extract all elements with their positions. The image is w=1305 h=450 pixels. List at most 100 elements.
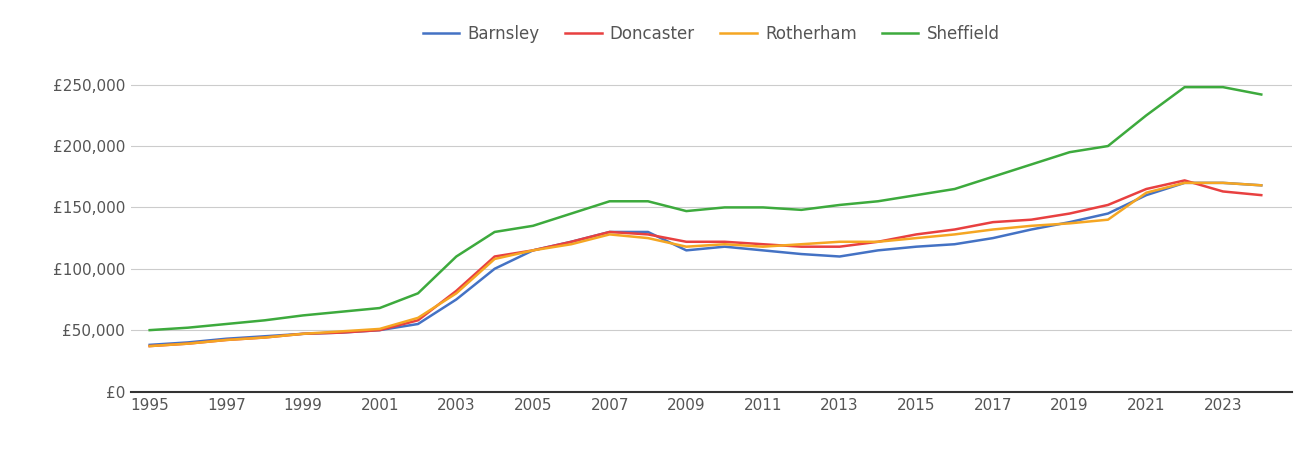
Sheffield bbox=[831, 202, 847, 207]
Sheffield bbox=[756, 205, 771, 210]
Sheffield bbox=[372, 306, 388, 311]
Barnsley bbox=[295, 331, 311, 337]
Barnsley bbox=[602, 229, 617, 234]
Sheffield bbox=[334, 309, 350, 315]
Rotherham bbox=[793, 242, 809, 247]
Rotherham bbox=[372, 326, 388, 332]
Rotherham bbox=[716, 242, 732, 247]
Doncaster bbox=[831, 244, 847, 249]
Doncaster bbox=[870, 239, 886, 244]
Rotherham bbox=[410, 315, 425, 320]
Barnsley bbox=[142, 342, 158, 347]
Doncaster bbox=[1254, 193, 1270, 198]
Doncaster bbox=[218, 337, 234, 342]
Barnsley bbox=[449, 297, 465, 302]
Barnsley bbox=[1100, 211, 1116, 216]
Rotherham bbox=[1023, 223, 1039, 229]
Doncaster bbox=[525, 248, 540, 253]
Sheffield bbox=[1254, 92, 1270, 97]
Rotherham bbox=[180, 341, 196, 346]
Doncaster bbox=[679, 239, 694, 244]
Line: Doncaster: Doncaster bbox=[150, 180, 1262, 346]
Barnsley bbox=[218, 336, 234, 342]
Barnsley bbox=[908, 244, 924, 249]
Barnsley bbox=[410, 321, 425, 327]
Sheffield bbox=[142, 328, 158, 333]
Sheffield bbox=[1100, 144, 1116, 149]
Doncaster bbox=[1062, 211, 1078, 216]
Barnsley bbox=[756, 248, 771, 253]
Doncaster bbox=[1215, 189, 1231, 194]
Sheffield bbox=[870, 198, 886, 204]
Rotherham bbox=[1138, 190, 1154, 195]
Sheffield bbox=[1215, 85, 1231, 90]
Sheffield bbox=[218, 321, 234, 327]
Sheffield bbox=[947, 186, 963, 192]
Rotherham bbox=[908, 235, 924, 241]
Doncaster bbox=[985, 220, 1001, 225]
Barnsley bbox=[1254, 183, 1270, 188]
Rotherham bbox=[142, 343, 158, 349]
Sheffield bbox=[1023, 162, 1039, 167]
Sheffield bbox=[602, 198, 617, 204]
Barnsley bbox=[487, 266, 502, 271]
Sheffield bbox=[257, 318, 273, 323]
Barnsley bbox=[716, 244, 732, 249]
Rotherham bbox=[641, 235, 656, 241]
Sheffield bbox=[180, 325, 196, 330]
Barnsley bbox=[525, 248, 540, 253]
Rotherham bbox=[487, 256, 502, 261]
Sheffield bbox=[410, 291, 425, 296]
Legend: Barnsley, Doncaster, Rotherham, Sheffield: Barnsley, Doncaster, Rotherham, Sheffiel… bbox=[416, 18, 1006, 50]
Doncaster bbox=[1100, 202, 1116, 207]
Rotherham bbox=[947, 232, 963, 237]
Sheffield bbox=[1177, 85, 1193, 90]
Rotherham bbox=[334, 328, 350, 334]
Doncaster bbox=[1177, 178, 1193, 183]
Rotherham bbox=[1062, 220, 1078, 226]
Doncaster bbox=[756, 242, 771, 247]
Barnsley bbox=[831, 254, 847, 259]
Doncaster bbox=[334, 330, 350, 335]
Rotherham bbox=[1254, 183, 1270, 188]
Doncaster bbox=[295, 331, 311, 337]
Sheffield bbox=[716, 205, 732, 210]
Sheffield bbox=[564, 211, 579, 216]
Doncaster bbox=[564, 239, 579, 244]
Barnsley bbox=[334, 330, 350, 335]
Barnsley bbox=[679, 248, 694, 253]
Doncaster bbox=[372, 328, 388, 333]
Rotherham bbox=[1100, 217, 1116, 222]
Doncaster bbox=[142, 343, 158, 349]
Rotherham bbox=[679, 244, 694, 249]
Line: Rotherham: Rotherham bbox=[150, 183, 1262, 346]
Barnsley bbox=[641, 229, 656, 234]
Sheffield bbox=[1062, 149, 1078, 155]
Sheffield bbox=[793, 207, 809, 212]
Doncaster bbox=[641, 232, 656, 237]
Sheffield bbox=[641, 198, 656, 204]
Barnsley bbox=[1062, 220, 1078, 225]
Doncaster bbox=[793, 244, 809, 249]
Sheffield bbox=[525, 223, 540, 229]
Sheffield bbox=[985, 174, 1001, 180]
Rotherham bbox=[449, 291, 465, 296]
Barnsley bbox=[870, 248, 886, 253]
Barnsley bbox=[257, 333, 273, 339]
Rotherham bbox=[257, 335, 273, 340]
Doncaster bbox=[908, 232, 924, 237]
Rotherham bbox=[870, 239, 886, 244]
Doncaster bbox=[602, 229, 617, 234]
Rotherham bbox=[1177, 180, 1193, 185]
Doncaster bbox=[1023, 217, 1039, 222]
Sheffield bbox=[487, 229, 502, 234]
Barnsley bbox=[1023, 227, 1039, 232]
Doncaster bbox=[947, 227, 963, 232]
Sheffield bbox=[1138, 112, 1154, 118]
Line: Barnsley: Barnsley bbox=[150, 183, 1262, 345]
Rotherham bbox=[985, 227, 1001, 232]
Line: Sheffield: Sheffield bbox=[150, 87, 1262, 330]
Rotherham bbox=[295, 331, 311, 337]
Rotherham bbox=[756, 244, 771, 249]
Barnsley bbox=[564, 239, 579, 244]
